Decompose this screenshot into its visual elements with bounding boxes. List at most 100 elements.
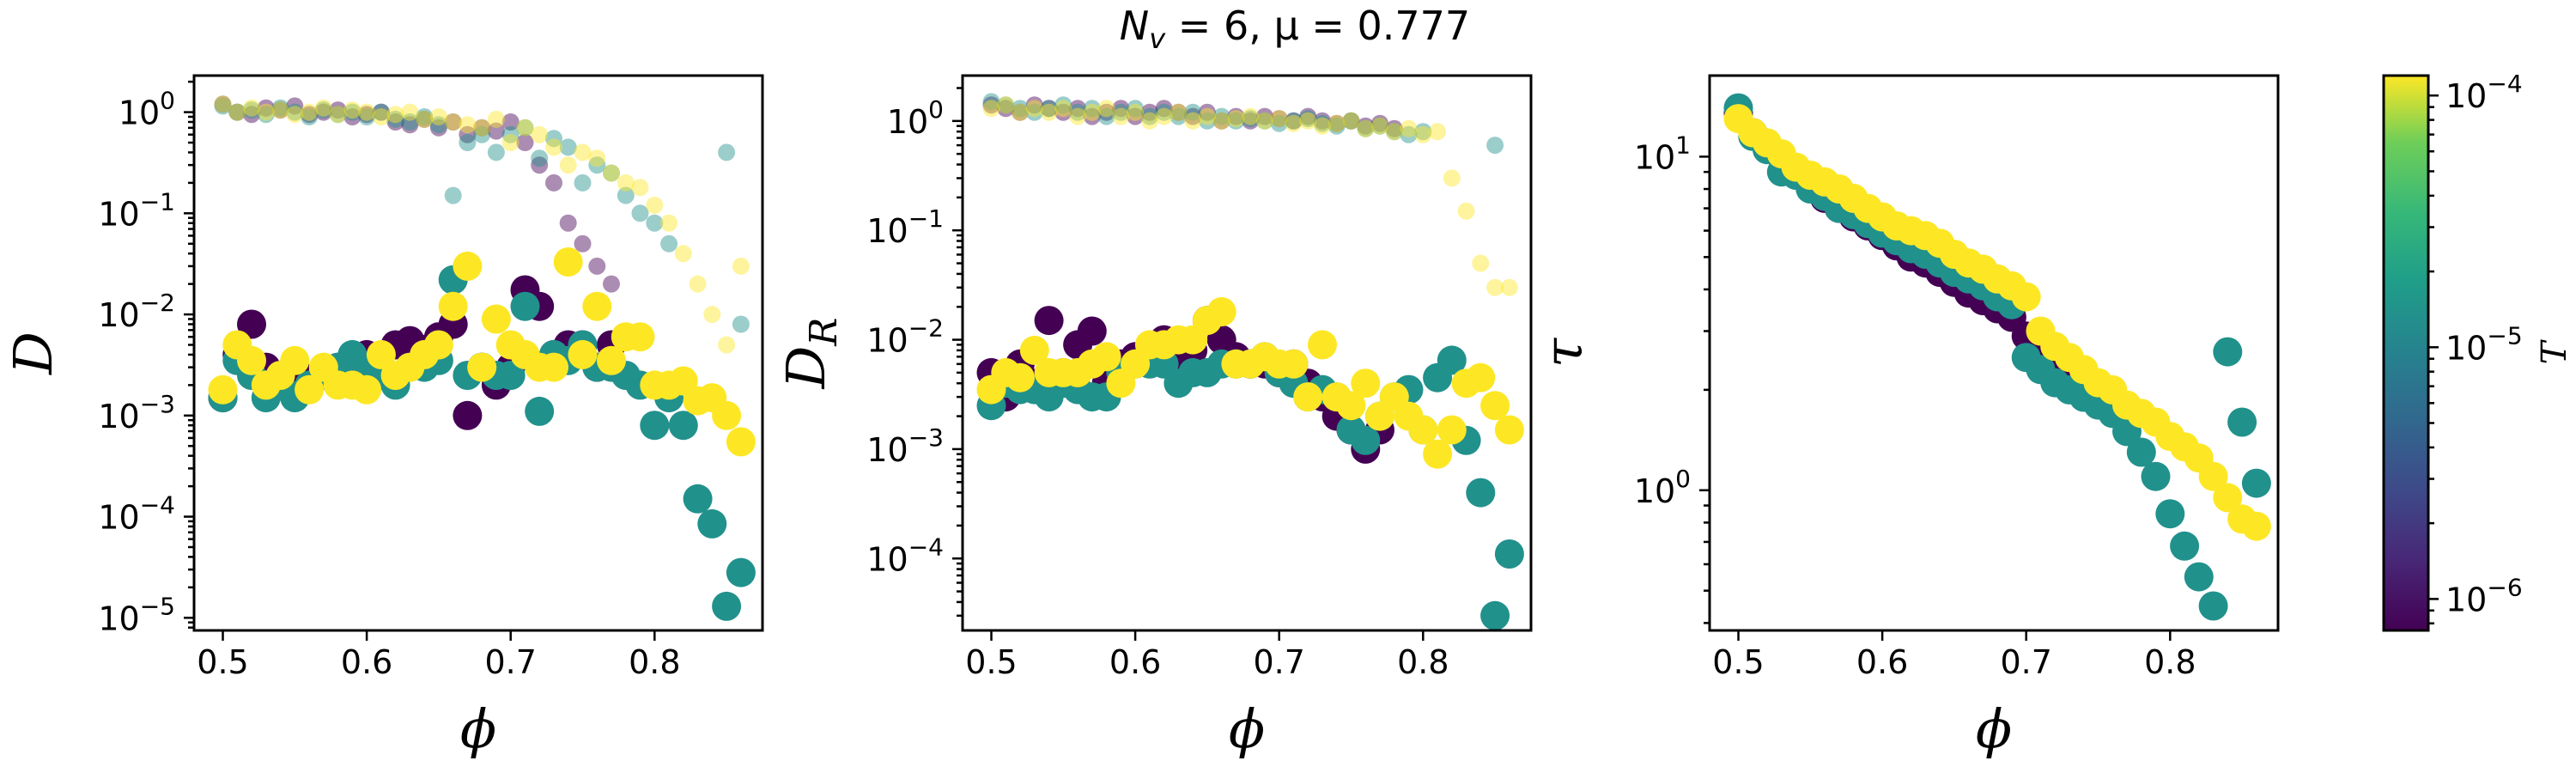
data-point xyxy=(208,374,238,405)
data-point xyxy=(501,113,519,131)
data-point xyxy=(1400,119,1418,137)
data-point xyxy=(712,400,742,430)
data-point xyxy=(372,108,390,125)
data-point xyxy=(1212,112,1230,130)
data-point xyxy=(718,143,736,161)
data-point xyxy=(1270,114,1288,132)
x-tick-label: 0.5 xyxy=(1712,643,1764,681)
data-point xyxy=(214,97,232,115)
data-point xyxy=(401,103,419,121)
data-point xyxy=(1140,103,1158,121)
data-point xyxy=(1112,103,1130,121)
data-point xyxy=(467,352,497,382)
data-point xyxy=(453,251,483,281)
data-point xyxy=(1227,112,1245,130)
points-1 xyxy=(208,95,756,621)
x-tick-label: 0.7 xyxy=(1253,643,1304,681)
data-point xyxy=(459,116,477,134)
data-point xyxy=(603,164,620,182)
y-axis-label: τ xyxy=(1532,337,1595,368)
figure-title: Nv = 6, μ = 0.777 xyxy=(1120,3,1470,55)
data-point xyxy=(603,275,620,293)
data-point xyxy=(982,100,1000,118)
data-point xyxy=(997,100,1015,118)
data-point xyxy=(1054,100,1072,118)
data-point xyxy=(1480,600,1510,630)
data-point xyxy=(416,110,434,128)
data-point xyxy=(1351,368,1381,399)
colorbar-tick-label: 10−5 xyxy=(2445,321,2523,367)
data-point xyxy=(438,291,468,321)
data-point xyxy=(1357,119,1375,137)
data-point xyxy=(473,125,491,143)
x-tick-label: 0.5 xyxy=(965,643,1017,681)
data-point xyxy=(352,374,382,405)
data-point xyxy=(1083,107,1101,125)
data-point xyxy=(1034,306,1064,336)
data-point xyxy=(1005,362,1035,393)
data-point xyxy=(1443,169,1461,187)
data-point xyxy=(559,156,577,174)
data-point xyxy=(329,106,347,124)
data-point xyxy=(386,110,404,128)
data-point xyxy=(1357,119,1375,137)
data-point xyxy=(358,106,376,124)
data-point xyxy=(237,345,266,375)
y-tick-label: 101 xyxy=(1634,131,1691,176)
data-point xyxy=(271,101,289,119)
data-point xyxy=(603,164,620,182)
data-point xyxy=(631,204,649,222)
data-point xyxy=(1097,103,1115,121)
x-axis-label: ϕ xyxy=(460,697,496,760)
data-point xyxy=(516,119,534,137)
data-point xyxy=(372,103,390,121)
data-point xyxy=(401,116,419,134)
data-point xyxy=(1327,114,1346,132)
data-point xyxy=(1069,100,1087,118)
data-point xyxy=(1097,100,1115,118)
colorbar: 10−6 10−5 10−4 T xyxy=(2382,70,2574,632)
data-point xyxy=(286,106,304,124)
data-point xyxy=(257,103,275,121)
data-point xyxy=(668,411,698,441)
data-point xyxy=(1437,415,1467,445)
data-point xyxy=(444,186,462,204)
data-point xyxy=(574,173,592,192)
data-point xyxy=(726,427,756,457)
data-point xyxy=(1255,107,1273,125)
data-point xyxy=(1255,112,1273,130)
data-point xyxy=(473,119,491,137)
data-point xyxy=(1371,117,1388,135)
data-point xyxy=(1486,137,1504,155)
data-point xyxy=(481,304,511,334)
data-point xyxy=(314,101,332,119)
data-point xyxy=(646,214,664,232)
data-point xyxy=(1371,117,1388,135)
data-point xyxy=(314,99,332,117)
data-point xyxy=(257,106,275,124)
x-tick-label: 0.8 xyxy=(2144,643,2196,681)
data-point xyxy=(343,108,361,125)
data-point xyxy=(1351,425,1381,455)
data-point xyxy=(1270,110,1288,128)
plot-frame xyxy=(192,74,764,632)
data-point xyxy=(1054,103,1072,121)
x-tick-label: 0.7 xyxy=(2000,643,2051,681)
data-point xyxy=(237,309,266,339)
data-point xyxy=(1486,278,1504,296)
data-point xyxy=(531,156,549,174)
data-point xyxy=(1212,112,1230,130)
data-point xyxy=(1069,103,1087,121)
data-point xyxy=(301,106,319,124)
data-point xyxy=(214,95,232,113)
data-point xyxy=(588,156,606,174)
data-point xyxy=(366,339,396,369)
data-point xyxy=(1285,114,1303,132)
data-point xyxy=(559,214,577,232)
data-point xyxy=(1198,112,1216,130)
data-point xyxy=(674,245,692,263)
data-point xyxy=(1242,112,1260,130)
data-point xyxy=(732,257,750,275)
colorbar-tick-label: 10−6 xyxy=(2445,573,2523,618)
